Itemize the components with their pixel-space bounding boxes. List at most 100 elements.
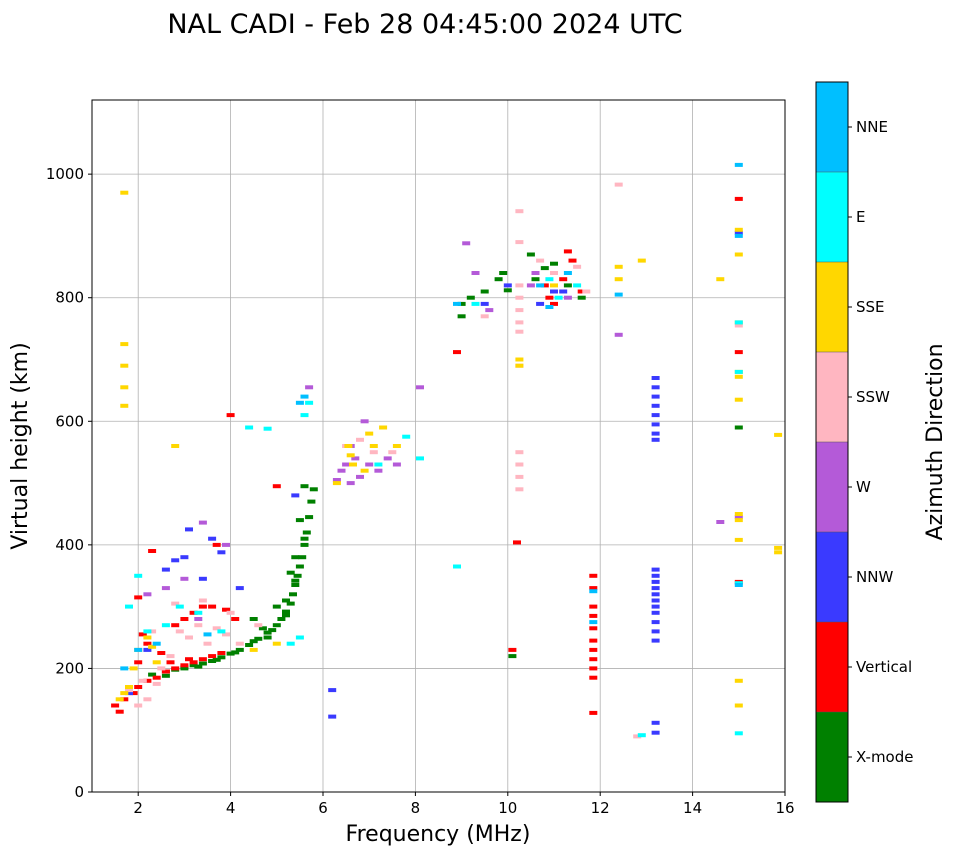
data-point-sse bbox=[774, 432, 783, 437]
data-point-ssw bbox=[175, 629, 184, 634]
colorbar-swatch bbox=[816, 532, 848, 622]
data-point-ssw bbox=[582, 289, 591, 294]
data-point-x-mode bbox=[198, 661, 207, 666]
data-point-sse bbox=[614, 264, 623, 269]
data-point-vertical bbox=[589, 613, 598, 618]
data-point-w bbox=[485, 308, 494, 313]
data-point-vertical bbox=[589, 604, 598, 609]
data-point-nnw bbox=[651, 720, 660, 725]
data-point-e bbox=[175, 604, 184, 609]
data-point-w bbox=[346, 481, 355, 486]
data-point-sse bbox=[614, 277, 623, 282]
data-point-nnw bbox=[651, 422, 660, 427]
colorbar-label: SSW bbox=[856, 388, 890, 406]
data-point-nnw bbox=[217, 550, 226, 555]
data-point-nnw bbox=[536, 301, 545, 306]
data-point-w bbox=[563, 295, 572, 300]
data-point-x-mode bbox=[161, 673, 170, 678]
data-point-sse bbox=[734, 512, 743, 516]
data-point-ssw bbox=[515, 308, 524, 313]
data-point-w bbox=[526, 283, 535, 288]
y-tick-label: 800 bbox=[55, 289, 84, 307]
data-point-vertical bbox=[129, 691, 138, 696]
data-point-w bbox=[342, 462, 351, 467]
data-point-vertical bbox=[589, 647, 598, 652]
data-point-sse bbox=[129, 666, 138, 671]
data-point-x-mode bbox=[307, 499, 316, 504]
data-point-nne bbox=[545, 305, 554, 309]
data-point-vertical bbox=[148, 549, 157, 553]
data-point-e bbox=[453, 564, 461, 569]
data-point-nne bbox=[134, 647, 143, 652]
data-point-ssw bbox=[515, 209, 524, 214]
data-point-e bbox=[734, 369, 743, 374]
data-point-e bbox=[402, 434, 411, 439]
data-point-x-mode bbox=[249, 617, 258, 621]
data-point-x-mode bbox=[466, 295, 475, 300]
data-point-sse bbox=[734, 397, 743, 402]
x-tick-label: 6 bbox=[318, 799, 328, 817]
data-point-nnw bbox=[651, 638, 660, 643]
data-point-ssw bbox=[614, 182, 623, 187]
data-point-nnw bbox=[651, 567, 660, 572]
data-point-nnw bbox=[651, 573, 660, 578]
data-point-nne bbox=[300, 394, 309, 399]
data-point-sse bbox=[734, 518, 743, 523]
data-point-x-mode bbox=[286, 570, 295, 575]
data-point-e bbox=[416, 456, 424, 461]
data-point-w bbox=[614, 332, 623, 337]
data-point-x-mode bbox=[272, 623, 281, 628]
data-point-ssw bbox=[235, 641, 244, 646]
data-point-nnw bbox=[559, 289, 568, 294]
colorbar-label: Vertical bbox=[856, 658, 912, 676]
data-point-nne bbox=[203, 632, 212, 637]
data-point-sse bbox=[774, 545, 783, 550]
data-point-nnw bbox=[171, 558, 180, 563]
data-point-vertical bbox=[185, 657, 193, 662]
data-point-x-mode bbox=[298, 555, 307, 560]
data-point-sse bbox=[272, 641, 281, 646]
data-point-sse bbox=[344, 444, 353, 448]
data-point-sse bbox=[734, 374, 743, 379]
data-point-x-mode bbox=[282, 613, 290, 618]
data-point-nne bbox=[589, 589, 598, 594]
data-point-ssw bbox=[226, 610, 235, 615]
data-point-nnw bbox=[651, 592, 660, 597]
data-point-vertical bbox=[134, 660, 143, 665]
data-point-x-mode bbox=[300, 542, 309, 547]
data-point-x-mode bbox=[293, 573, 302, 578]
colorbar-swatch bbox=[816, 262, 848, 352]
data-point-x-mode bbox=[499, 271, 508, 275]
y-tick-label: 400 bbox=[55, 536, 84, 554]
data-point-vertical bbox=[568, 258, 577, 263]
data-point-nnw bbox=[651, 431, 660, 436]
data-point-nnw bbox=[651, 413, 660, 418]
data-point-x-mode bbox=[226, 651, 235, 656]
data-point-nnw bbox=[198, 576, 207, 581]
data-point-x-mode bbox=[282, 598, 290, 603]
data-point-vertical bbox=[189, 610, 198, 615]
data-point-nnw bbox=[651, 394, 660, 399]
colorbar-swatch bbox=[816, 82, 848, 172]
data-point-ssw bbox=[734, 323, 743, 328]
data-point-x-mode bbox=[194, 664, 203, 669]
data-point-vertical bbox=[589, 657, 598, 662]
data-point-ssw bbox=[203, 641, 212, 646]
data-point-ssw bbox=[515, 487, 524, 492]
data-point-nnw bbox=[480, 301, 489, 306]
data-point-nne bbox=[734, 162, 743, 167]
colorbar-label: X-mode bbox=[856, 748, 913, 766]
data-point-vertical bbox=[589, 573, 598, 578]
data-point-sse bbox=[392, 444, 401, 448]
data-point-sse bbox=[115, 697, 124, 702]
data-point-ssw bbox=[148, 629, 157, 634]
data-point-x-mode bbox=[300, 484, 309, 489]
data-point-sse bbox=[734, 252, 743, 257]
colorbar-label: NNW bbox=[856, 568, 893, 586]
colorbar-label: NNE bbox=[856, 118, 888, 136]
data-point-vertical bbox=[134, 595, 143, 600]
data-point-w bbox=[416, 385, 424, 390]
data-point-w bbox=[471, 271, 480, 275]
data-point-vertical bbox=[212, 542, 221, 547]
data-point-x-mode bbox=[286, 601, 295, 606]
